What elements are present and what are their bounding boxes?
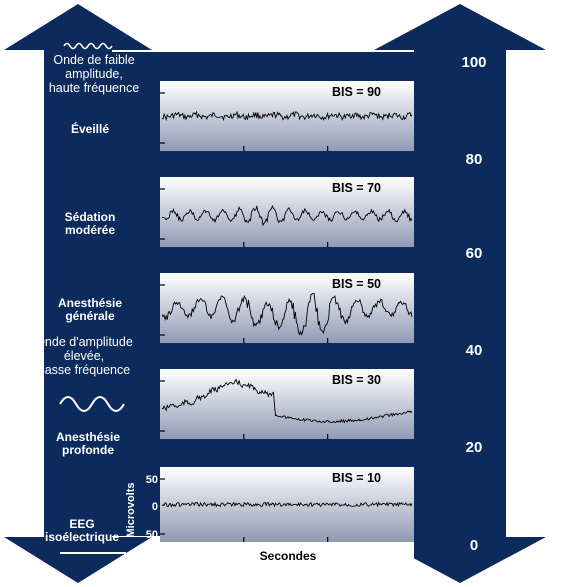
bis-value-label: BIS = 10 — [332, 471, 381, 485]
state-label-3: Anesthésie générale — [58, 296, 122, 323]
ytick-50-bottom: 50 — [146, 529, 158, 541]
right-scale-title: ZONE DE VALEURS D'INDEX BIS — [508, 177, 525, 420]
seconds-label-bg — [160, 542, 414, 566]
right-scale-tick: 20 — [466, 439, 483, 456]
eeg-panels: BIS = 90 BIS = 70 BIS = 50 BIS = 30 BIS = 10 — [160, 81, 414, 542]
seconds-label: Secondes — [260, 549, 317, 563]
eeg-trace — [161, 293, 413, 336]
eeg-trace — [161, 378, 413, 424]
bis-value-label: BIS = 90 — [332, 85, 381, 99]
bis-value-label: BIS = 50 — [332, 277, 381, 291]
ytick-50-top: 50 — [146, 474, 158, 486]
state-label-1: Éveillé — [71, 121, 109, 136]
state-label-2: Sédation modérée — [65, 210, 116, 237]
eeg-panel-background — [160, 273, 414, 343]
eeg-panel-3: BIS = 50 — [160, 273, 414, 343]
eeg-panel-4: BIS = 30 — [160, 369, 414, 439]
right-scale-tick: 60 — [466, 245, 483, 262]
eeg-trace — [161, 110, 413, 122]
bis-value-label: BIS = 70 — [332, 181, 381, 195]
high-amplitude-note: Onde d'amplitude élevée, basse fréquence — [35, 335, 133, 377]
eeg-panel-background — [160, 369, 414, 439]
large-slow-wave-icon — [59, 396, 125, 412]
left-double-arrow — [4, 4, 152, 583]
right-scale-tick: 100 — [461, 54, 486, 71]
eeg-trace — [161, 204, 413, 227]
low-amplitude-note: Onde de faible amplitude, haute fréquence — [49, 53, 139, 95]
small-fast-wave-icon — [63, 42, 113, 50]
eeg-panel-2: BIS = 70 — [160, 177, 414, 247]
ytick-0: 0 — [152, 501, 158, 513]
right-scale-tick: 80 — [466, 151, 483, 168]
right-scale-tick: 0 — [470, 537, 478, 554]
microvolts-label: Microvolts — [125, 482, 137, 537]
eeg-panel-5: BIS = 10 — [160, 467, 414, 542]
state-label-4: Anesthésie profonde — [56, 430, 120, 457]
right-scale-tick: 40 — [466, 342, 483, 359]
state-label-5: EEG isoélectrique — [45, 517, 119, 544]
eeg-trace — [161, 501, 413, 508]
left-labels: Onde de faible amplitude, haute fréquence É… — [35, 53, 139, 544]
eeg-panel-1: BIS = 90 — [160, 81, 414, 151]
right-scale-ticks: 100 80 60 40 20 0 — [461, 54, 486, 554]
bis-value-label: BIS = 30 — [332, 373, 381, 387]
